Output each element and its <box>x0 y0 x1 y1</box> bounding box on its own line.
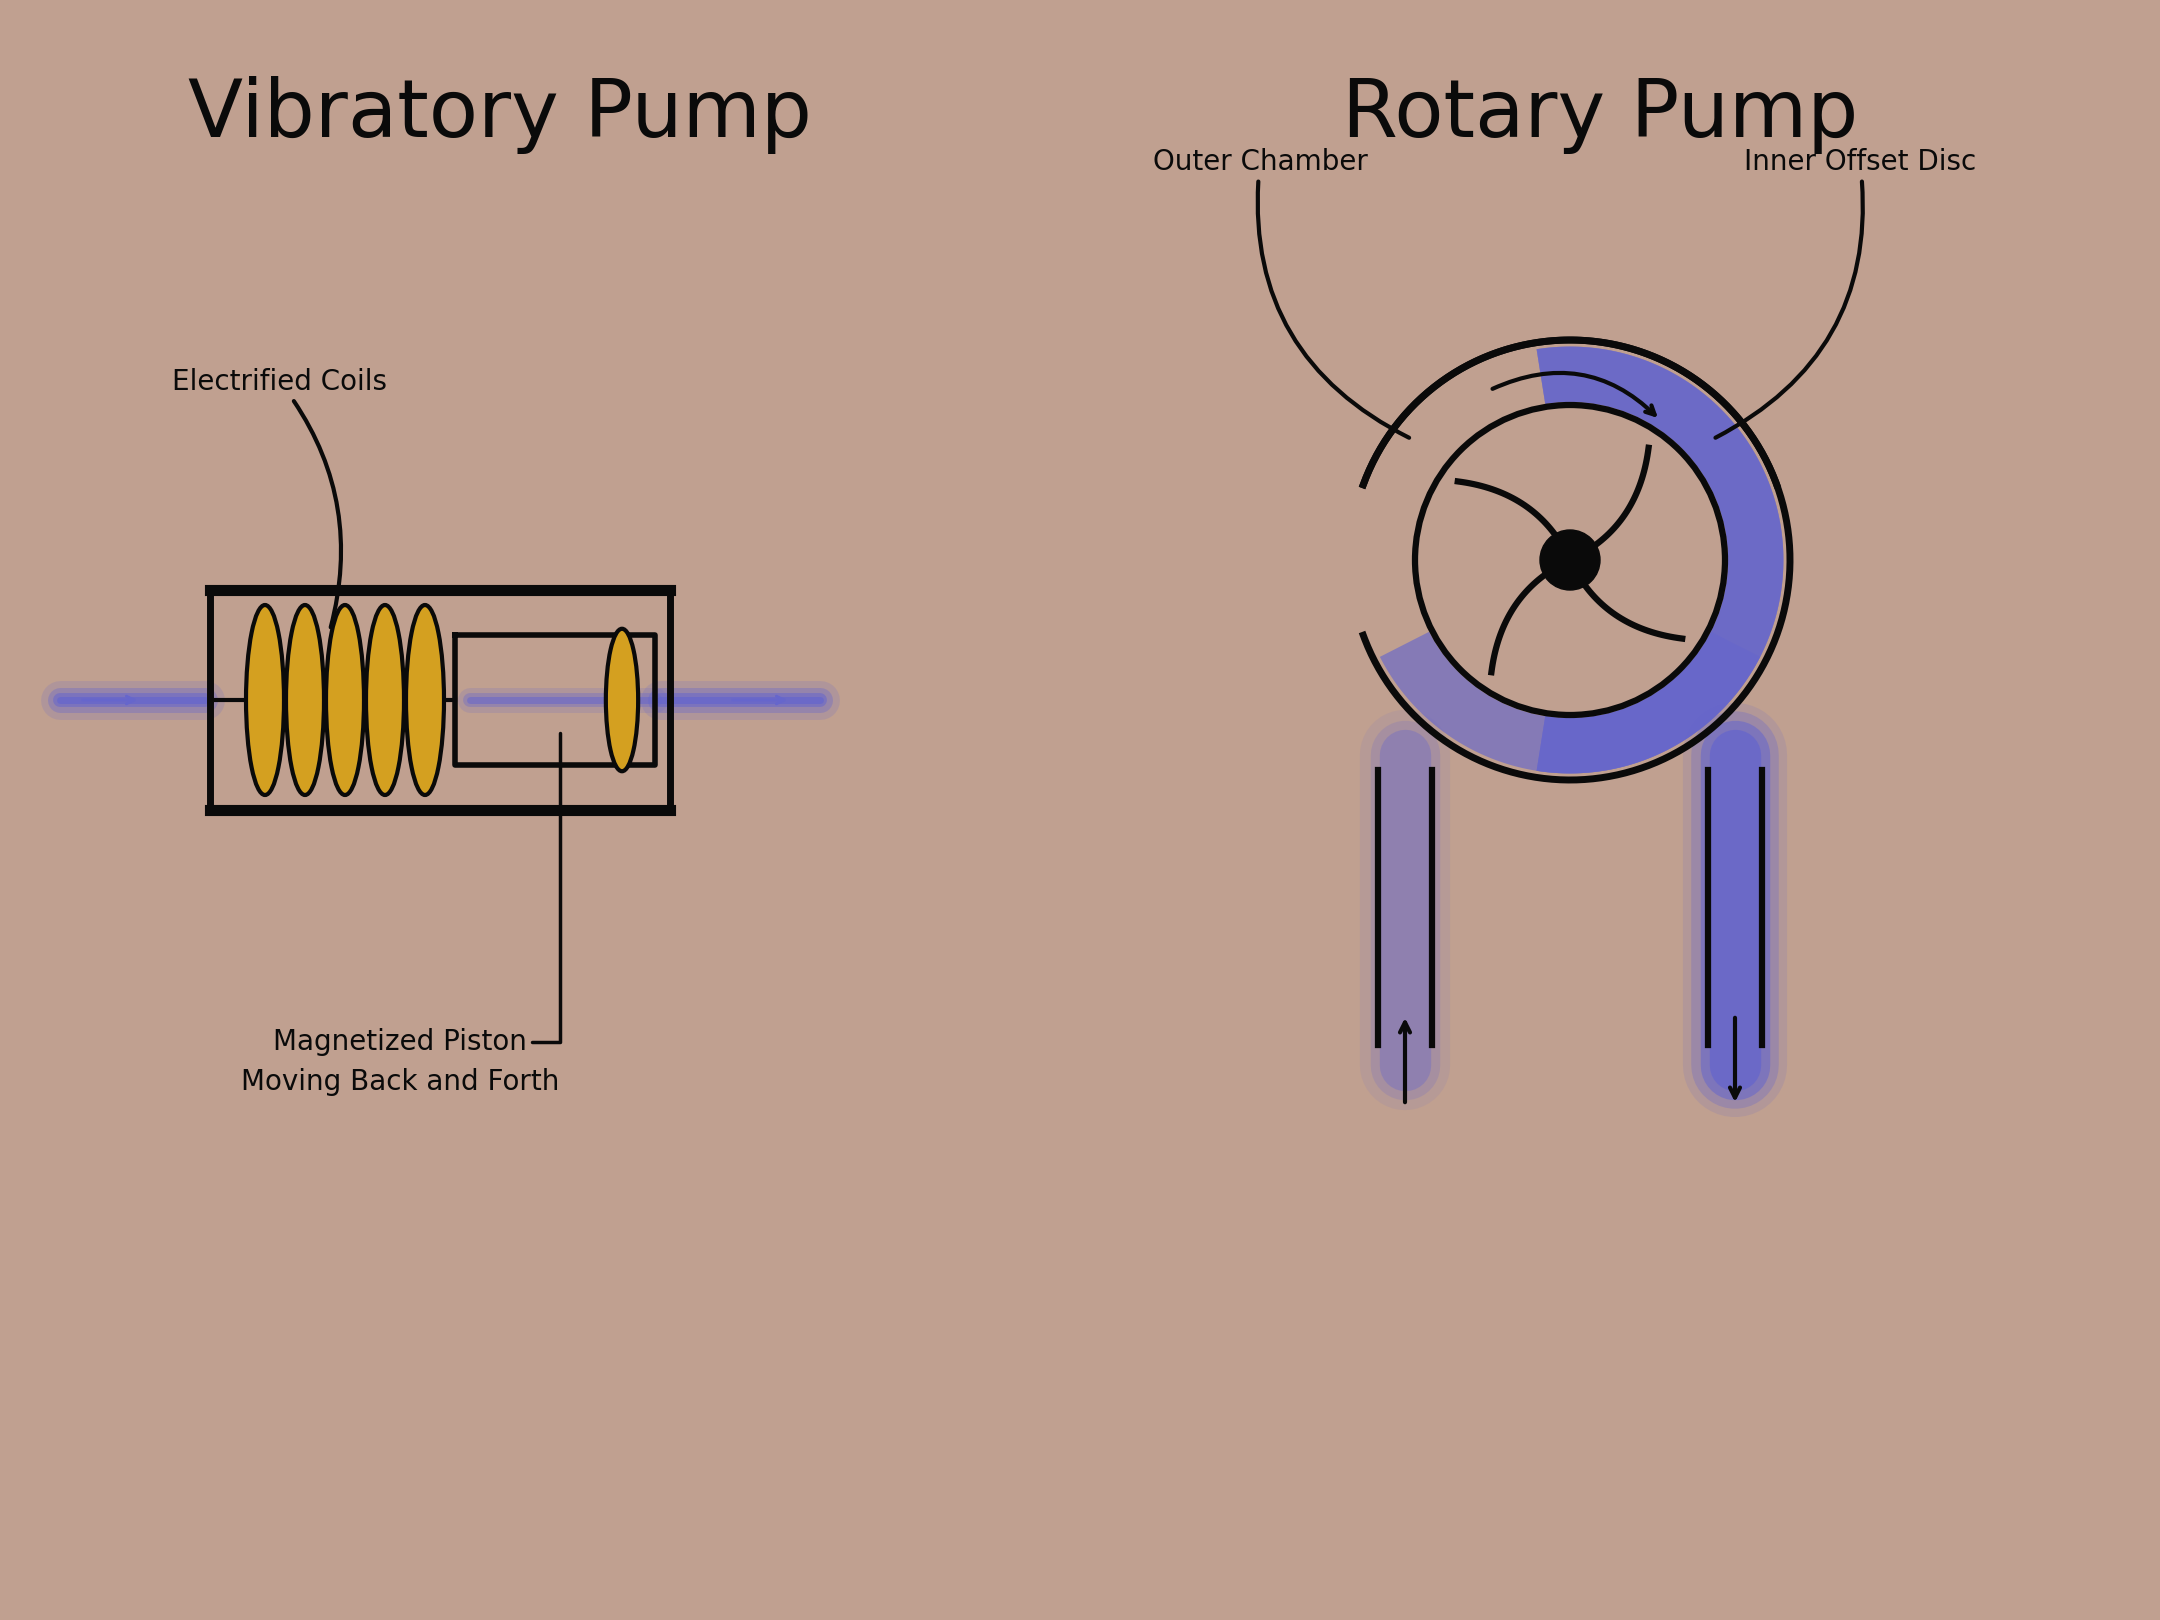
Ellipse shape <box>285 604 324 795</box>
Ellipse shape <box>406 604 445 795</box>
Polygon shape <box>1536 347 1784 773</box>
Circle shape <box>1540 530 1601 590</box>
Ellipse shape <box>326 604 365 795</box>
Ellipse shape <box>326 604 365 795</box>
Ellipse shape <box>246 604 283 795</box>
Polygon shape <box>1536 347 1784 773</box>
Text: Moving Back and Forth: Moving Back and Forth <box>240 1068 559 1097</box>
Text: Electrified Coils: Electrified Coils <box>173 368 387 627</box>
Ellipse shape <box>246 604 283 795</box>
Ellipse shape <box>605 629 637 771</box>
Ellipse shape <box>365 604 404 795</box>
Polygon shape <box>1536 347 1784 773</box>
Ellipse shape <box>365 604 404 795</box>
Polygon shape <box>1536 347 1784 773</box>
Text: Vibratory Pump: Vibratory Pump <box>188 76 812 154</box>
Text: Magnetized Piston: Magnetized Piston <box>272 732 559 1056</box>
Text: Outer Chamber: Outer Chamber <box>1153 147 1408 437</box>
Polygon shape <box>1380 632 1760 773</box>
Ellipse shape <box>285 604 324 795</box>
Ellipse shape <box>406 604 445 795</box>
Text: Inner Offset Disc: Inner Offset Disc <box>1715 147 1976 437</box>
Text: Rotary Pump: Rotary Pump <box>1341 76 1858 154</box>
